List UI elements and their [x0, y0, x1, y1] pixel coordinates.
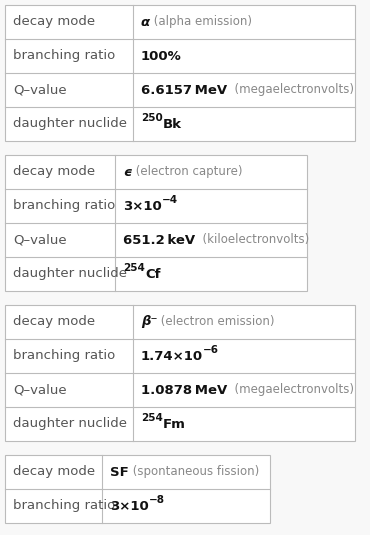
Text: 6.6157 MeV: 6.6157 MeV: [141, 83, 227, 96]
Text: Q–value: Q–value: [13, 233, 67, 247]
Text: decay mode: decay mode: [13, 165, 95, 179]
Text: (megaelectronvolts): (megaelectronvolts): [227, 83, 354, 96]
Text: (electron capture): (electron capture): [132, 165, 242, 179]
Bar: [5, 455, 270, 523]
Text: 1.0878 MeV: 1.0878 MeV: [141, 384, 227, 396]
Bar: [5, 5, 355, 141]
Text: (megaelectronvolts): (megaelectronvolts): [227, 384, 354, 396]
Text: daughter nuclide: daughter nuclide: [13, 118, 127, 131]
Text: branching ratio: branching ratio: [13, 349, 115, 363]
Text: (electron emission): (electron emission): [157, 316, 275, 328]
Text: branching ratio: branching ratio: [13, 500, 115, 513]
Text: α: α: [141, 16, 150, 28]
Text: Bk: Bk: [162, 118, 182, 131]
Text: 3×10: 3×10: [123, 200, 162, 212]
Text: β⁻: β⁻: [141, 316, 157, 328]
Text: Cf: Cf: [145, 268, 161, 280]
Text: branching ratio: branching ratio: [13, 200, 115, 212]
Text: −4: −4: [162, 195, 178, 205]
Bar: [5, 305, 355, 441]
Text: −6: −6: [203, 345, 219, 355]
Text: Q–value: Q–value: [13, 384, 67, 396]
Text: decay mode: decay mode: [13, 465, 95, 478]
Text: ϵ: ϵ: [123, 165, 132, 179]
Text: decay mode: decay mode: [13, 316, 95, 328]
Text: Q–value: Q–value: [13, 83, 67, 96]
Text: 3×10: 3×10: [110, 500, 148, 513]
Text: (spontaneous fission): (spontaneous fission): [128, 465, 259, 478]
Text: 1.74×10: 1.74×10: [141, 349, 203, 363]
Text: decay mode: decay mode: [13, 16, 95, 28]
Text: (alpha emission): (alpha emission): [150, 16, 252, 28]
Text: 100%: 100%: [141, 50, 182, 63]
Text: −8: −8: [148, 495, 165, 505]
Text: 651.2 keV: 651.2 keV: [123, 233, 195, 247]
Text: branching ratio: branching ratio: [13, 50, 115, 63]
Text: daughter nuclide: daughter nuclide: [13, 417, 127, 431]
Text: daughter nuclide: daughter nuclide: [13, 268, 127, 280]
Text: (kiloelectronvolts): (kiloelectronvolts): [195, 233, 310, 247]
Text: 254: 254: [141, 413, 163, 423]
Bar: [5, 155, 307, 291]
Text: 250: 250: [141, 113, 162, 123]
Text: SF: SF: [110, 465, 128, 478]
Text: Fm: Fm: [163, 417, 186, 431]
Text: 254: 254: [123, 263, 145, 273]
